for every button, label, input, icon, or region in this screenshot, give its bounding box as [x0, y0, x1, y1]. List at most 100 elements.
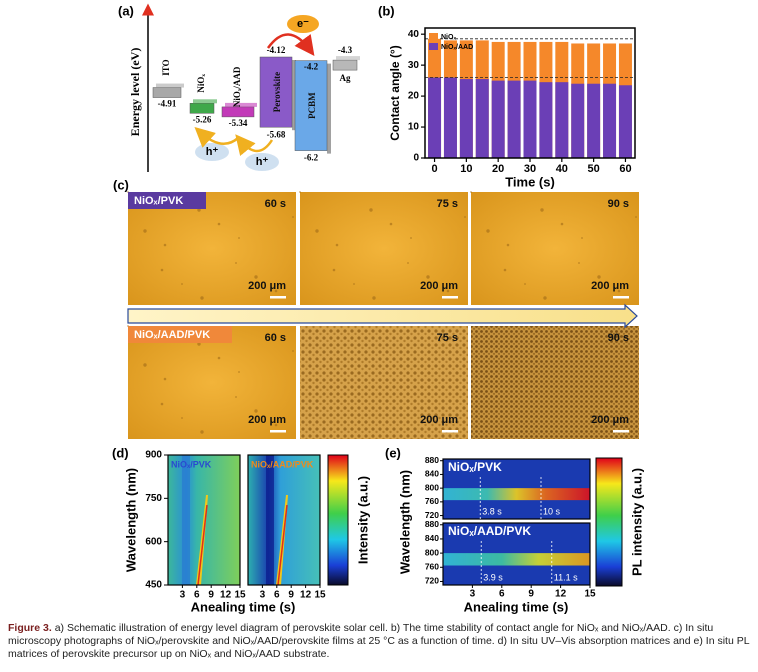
marker-label: 11.1 s [554, 572, 578, 582]
colorbar [327, 454, 349, 586]
bar [443, 77, 457, 158]
level-side [156, 83, 184, 88]
colorbar [595, 457, 623, 587]
x-tick-label: 60 [619, 163, 631, 175]
bar [539, 82, 553, 158]
x-tick-label: 12 [220, 590, 232, 601]
micro-speck [389, 222, 393, 226]
y-axis-label: Wavelength (nm) [397, 470, 412, 574]
x-tick-label: 9 [288, 590, 294, 601]
level-side [225, 102, 257, 107]
map-label: NiOₓ/PVK [448, 460, 502, 474]
micro-speck [543, 296, 547, 300]
scale-bar [442, 296, 458, 299]
level-label: -5.34 [229, 118, 248, 128]
level-label: -4.12 [267, 45, 286, 55]
bar [523, 80, 537, 158]
micro-speck [163, 377, 167, 381]
y-tick-label: 720 [425, 576, 439, 586]
y-tick-label: 30 [408, 60, 420, 71]
time-arrow [127, 303, 638, 329]
caption: Figure 3. a) Schematic illustration of e… [8, 622, 750, 661]
micro-speck [143, 229, 147, 233]
x-tick-label: 9 [528, 589, 534, 600]
band-box [259, 56, 293, 128]
y-tick-label: 750 [145, 493, 162, 504]
colorbar-label: Intensity (a.u.) [355, 476, 370, 564]
time-label: 60 s [265, 198, 286, 210]
time-label: 75 s [437, 198, 458, 210]
micro-speck [335, 243, 339, 247]
legend-swatch [429, 33, 438, 40]
x-tick-label: 12 [300, 590, 312, 601]
level-label: -6.2 [304, 153, 319, 163]
panel-label: (c) [113, 177, 129, 192]
micro-speck [446, 289, 450, 293]
scale-label: 200 μm [591, 280, 629, 292]
row-tag [128, 326, 232, 343]
x-tick-label: 6 [194, 590, 200, 601]
micro-speck [197, 342, 201, 346]
bar [507, 80, 521, 158]
micro-speck [369, 208, 373, 212]
micro-speck [581, 237, 583, 239]
panel-label: (a) [118, 3, 134, 18]
y-tick-label: 800 [425, 482, 439, 492]
bar [491, 80, 505, 158]
map-frame [247, 454, 321, 586]
scale-bar [613, 296, 629, 299]
bar [618, 85, 632, 158]
micro-speck [292, 350, 294, 352]
micrograph [128, 192, 296, 305]
map-label: NiOₓ/PVK [171, 459, 212, 469]
electron-arrow [266, 33, 315, 57]
layer-name: NiOₓ/AAD [232, 66, 242, 107]
micro-speck [292, 216, 294, 218]
micro-speck [410, 237, 412, 239]
micro-speck [238, 237, 240, 239]
micro-speck [426, 275, 430, 279]
micro-speck [332, 268, 336, 272]
micro-speck [486, 229, 490, 233]
x-tick-label: 6 [499, 589, 505, 600]
band-box [294, 60, 328, 151]
x-axis-label: Anealing time (s) [191, 599, 296, 614]
micrograph [471, 326, 639, 439]
y-tick-label: 450 [145, 580, 162, 591]
pl-band [443, 553, 590, 566]
pl-band [443, 488, 590, 501]
x-tick-label: 15 [584, 589, 596, 600]
bar [555, 82, 569, 158]
level-label: -4.2 [304, 62, 319, 72]
bar [603, 83, 617, 158]
y-tick-label: 900 [145, 450, 162, 461]
micro-speck [540, 208, 544, 212]
time-label: 60 s [265, 332, 286, 344]
micro-speck [143, 363, 147, 367]
x-tick-label: 50 [588, 163, 600, 175]
electron-label: e⁻ [297, 18, 309, 30]
y-tick-label: 40 [408, 29, 420, 40]
scale-label: 200 μm [248, 280, 286, 292]
level-box [189, 103, 215, 114]
x-tick-label: 12 [555, 589, 567, 600]
legend-label: NiOₓ/AAD [441, 44, 473, 51]
micro-speck [217, 356, 221, 360]
micrograph [300, 326, 468, 439]
scale-bar [613, 430, 629, 433]
hole-arrow [235, 134, 274, 157]
micro-speck [578, 262, 580, 264]
layer-name: Ag [340, 73, 351, 83]
hole-arrow [194, 126, 239, 148]
micro-speck [443, 201, 447, 205]
x-axis-label: Anealing time (s) [464, 599, 569, 614]
micro-speck [407, 262, 409, 264]
micro-speck [315, 229, 319, 233]
micro-speck [372, 296, 376, 300]
micro-speck [597, 275, 601, 279]
micro-speck [160, 268, 164, 272]
row-tag [128, 192, 206, 209]
x-tick-label: 20 [492, 163, 504, 175]
bar [571, 83, 585, 158]
x-tick-label: 3 [180, 590, 186, 601]
